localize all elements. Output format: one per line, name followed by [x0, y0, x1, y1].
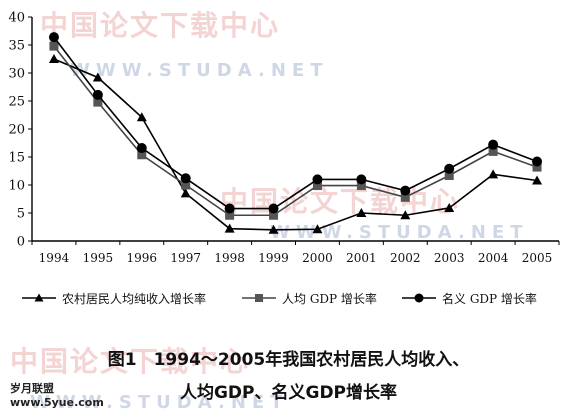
data-point-circle: [532, 156, 543, 167]
site-name: 岁月联盟: [10, 382, 54, 395]
data-point-square: [356, 181, 366, 191]
data-point-square: [488, 146, 498, 156]
figure-caption-line1: 图1 1994～2005年我国农村居民人均收入、: [107, 350, 470, 370]
data-point-triangle: [312, 224, 323, 234]
x-tick-label: 2000: [302, 251, 333, 265]
data-point-circle: [224, 203, 235, 214]
y-tick-label: 40: [8, 11, 25, 26]
y-tick-label: 5: [17, 207, 25, 222]
data-point-square: [400, 192, 410, 202]
figure-caption-line2: 人均GDP、名义GDP增长率: [179, 383, 398, 403]
series-line: [53, 45, 538, 217]
data-point-square: [269, 210, 279, 220]
data-point-circle: [356, 174, 367, 185]
chart-axes: 0 5 10 15 20 25 30 35 40 1994 1995 1996 1997 1998 1999…: [8, 11, 560, 265]
legend-label-rural-income: 农村居民人均纯收入增长率: [62, 291, 207, 306]
data-point-circle: [180, 173, 191, 184]
y-tick-label: 20: [8, 123, 25, 138]
x-tick-label: 1997: [170, 251, 201, 265]
chart-series: [48, 32, 543, 234]
watermark-en-bottom: WWW.STUDA.NET: [30, 392, 289, 413]
x-tick-label: 1996: [127, 251, 158, 265]
data-point-triangle: [400, 210, 411, 220]
data-point-square: [93, 97, 103, 107]
data-point-circle: [488, 139, 499, 150]
data-point-triangle: [488, 169, 499, 179]
data-point-square: [49, 41, 59, 51]
series-circle: [48, 32, 543, 214]
legend-label-per-capita-gdp: 人均 GDP 增长率: [282, 291, 377, 306]
x-tick-label: 2005: [522, 251, 553, 265]
y-tick-label: 0: [17, 235, 25, 250]
y-tick-label: 10: [8, 179, 25, 194]
x-tick-label: 2004: [478, 251, 509, 265]
data-point-square: [312, 181, 322, 191]
y-tick-label: 35: [8, 39, 25, 54]
watermark-cn-bottom: 中国论文下载中心: [10, 345, 251, 378]
legend-item-rural-income: 农村居民人均纯收入增长率: [20, 288, 206, 308]
data-point-circle: [268, 203, 279, 214]
x-tick-label: 2002: [390, 251, 421, 265]
data-point-square: [137, 150, 147, 160]
x-tick-label: 2003: [434, 251, 465, 265]
data-point-triangle: [532, 175, 543, 185]
data-point-square: [532, 162, 542, 172]
x-tick-label: 1998: [214, 251, 245, 265]
y-tick-label: 25: [8, 95, 25, 110]
data-point-triangle: [356, 208, 367, 217]
chart-legend: 农村居民人均纯收入增长率 人均 GDP 增长率 名义 GDP 增长率: [0, 288, 577, 312]
line-chart: 0 5 10 15 20 25 30 35 40 1994 1995 1996 1997 1998 1999…: [8, 11, 560, 265]
watermark-en-middle: WWW.STUDA.NET: [270, 222, 529, 243]
series-line: [53, 36, 538, 210]
site-url: www.5yue.com: [10, 396, 104, 409]
circle-marker-icon: [402, 293, 436, 303]
triangle-marker-icon: [22, 293, 56, 302]
y-tick-label: 30: [8, 67, 25, 82]
legend-label-nominal-gdp: 名义 GDP 增长率: [442, 291, 537, 306]
watermark-en-top: WWW.STUDA.NET: [70, 60, 329, 81]
x-tick-label: 2001: [346, 251, 377, 265]
series-triangle: [48, 54, 543, 234]
data-point-square: [181, 180, 191, 190]
data-point-triangle: [180, 188, 191, 198]
site-logo: 岁月联盟 www.5yue.com: [10, 382, 104, 410]
data-point-square: [225, 210, 235, 220]
data-point-square: [444, 170, 454, 180]
legend-item-nominal-gdp: 名义 GDP 增长率: [400, 288, 537, 308]
series-square: [49, 41, 542, 220]
x-tick-label: 1995: [83, 251, 114, 265]
series-line: [53, 58, 538, 231]
y-tick-label: 15: [8, 151, 25, 166]
data-point-triangle: [224, 223, 235, 233]
square-marker-icon: [242, 294, 276, 302]
data-point-triangle: [268, 224, 279, 234]
data-point-circle: [48, 32, 59, 43]
x-tick-label: 1999: [258, 251, 289, 265]
watermark-cn-top: 中国论文下载中心: [40, 9, 281, 42]
data-point-circle: [136, 143, 147, 154]
data-point-circle: [400, 185, 411, 196]
data-point-triangle: [48, 54, 59, 63]
data-point-circle: [312, 174, 323, 185]
data-point-triangle: [136, 112, 147, 122]
data-point-circle: [92, 89, 103, 100]
data-point-circle: [444, 163, 455, 174]
data-point-triangle: [92, 72, 103, 82]
x-tick-label: 1994: [39, 251, 70, 265]
data-point-triangle: [444, 202, 455, 212]
legend-item-per-capita-gdp: 人均 GDP 增长率: [240, 288, 377, 308]
